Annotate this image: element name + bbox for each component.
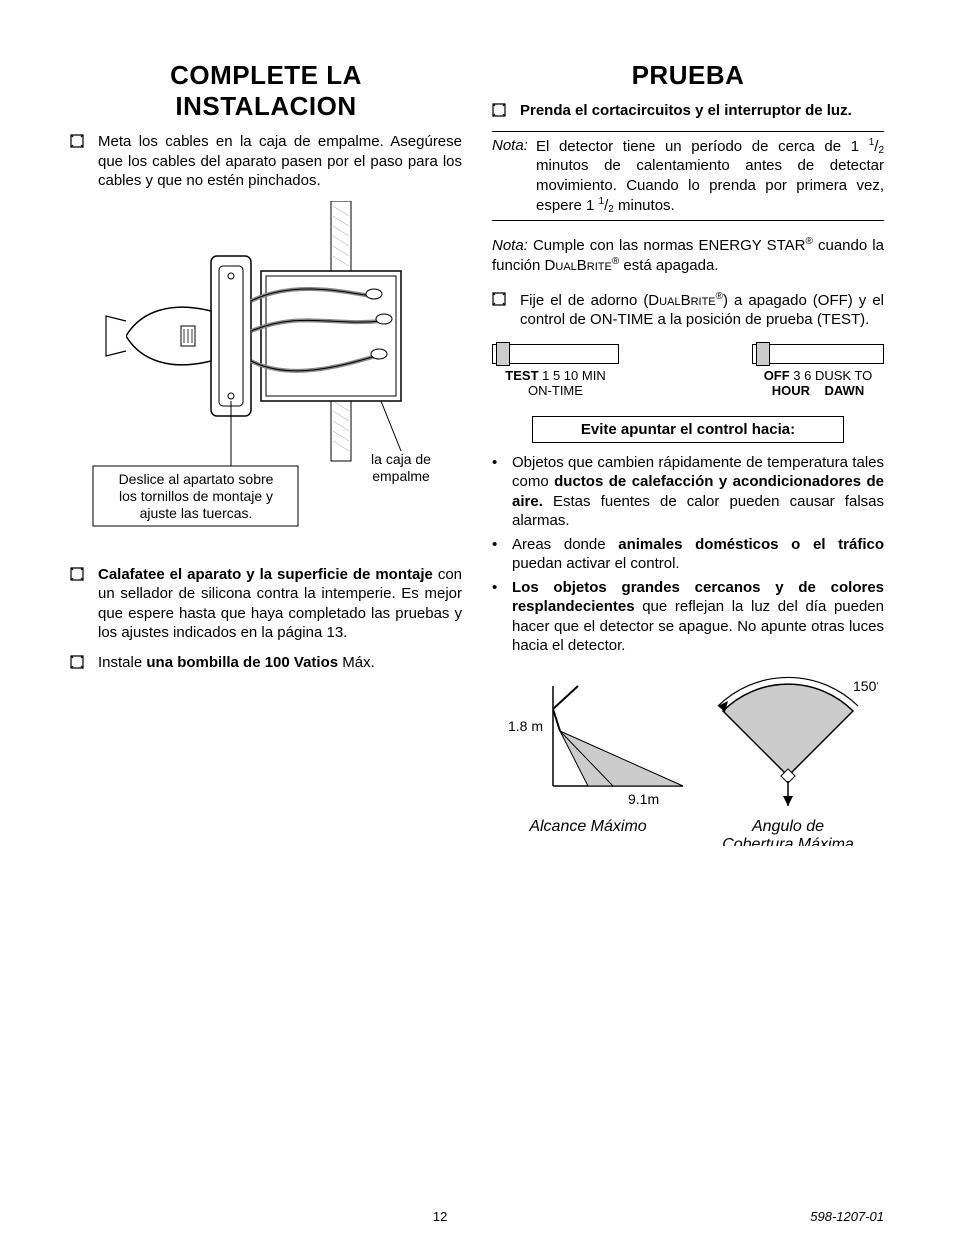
avoid-heading: Evite apuntar el control hacia: (532, 416, 844, 443)
dial-on-time: TEST 1 5 10 MIN ON-TIME (492, 344, 619, 398)
page-number: 12 (433, 1209, 447, 1224)
bullet-icon: • (492, 535, 504, 574)
fig-left-l3: ajuste las tuercas. (140, 505, 253, 521)
checkbox-icon (492, 103, 510, 121)
range-h-label: 1.8 m (508, 718, 543, 734)
l2-bold: Calafatee el aparato y la superficie de … (98, 566, 433, 583)
cap-right-l1: Angulo de (751, 818, 824, 835)
left-check-1: Meta los cables en la caja de empalme. A… (70, 132, 462, 191)
checkbox-icon (70, 655, 88, 673)
coverage-figure: 1.8 m 9.1m Alcance Máximo 150° Angulo de (492, 676, 884, 850)
right-check-1: Prenda el cortacircuitos y el interrupto… (492, 101, 884, 121)
note-2: Nota: Cumple con las normas ENERGY STAR®… (492, 235, 884, 276)
fig-left-l2: los tornillos de montaje y (119, 488, 273, 504)
l3-pre: Instale (98, 654, 146, 671)
bullet-icon: • (492, 453, 504, 531)
fig-right-l2: empalme (372, 468, 430, 484)
angle-label: 150° (853, 678, 878, 694)
bullet-1: • Objetos que cambien rápidamente de tem… (492, 453, 884, 531)
dial-row: TEST 1 5 10 MIN ON-TIME OFF 3 6 DUSK TO … (492, 344, 884, 398)
fig-left-l1: Deslice al apartato sobre (119, 471, 274, 487)
left-title-l2: INSTALACION (175, 91, 356, 121)
note1-body: El detector tiene un período de cerca de… (536, 136, 884, 216)
checkbox-icon (70, 134, 88, 191)
left-check-3: Instale una bombilla de 100 Vatios Máx. (70, 653, 462, 673)
bullet-2: • Areas donde animales domésticos o el t… (492, 535, 884, 574)
l3-post: Máx. (338, 654, 375, 671)
doc-number: 598-1207-01 (810, 1209, 884, 1224)
left-check-2-text: Calafatee el aparato y la superficie de … (98, 565, 462, 643)
bullet-icon: • (492, 578, 504, 656)
fig-right-l1: la caja de (371, 451, 431, 467)
dial-dualbrite: OFF 3 6 DUSK TO HOUR DAWN (752, 344, 884, 398)
left-check-2: Calafatee el aparato y la superficie de … (70, 565, 462, 643)
right-title: PRUEBA (492, 60, 884, 91)
bullet-3: • Los objetos grandes cercanos y de colo… (492, 578, 884, 656)
right-check-2: Fije el de adorno (DualBrite®) a apagado… (492, 290, 884, 330)
checkbox-icon (492, 292, 510, 330)
note-1: Nota: El detector tiene un período de ce… (492, 131, 884, 221)
checkbox-icon (70, 567, 88, 643)
cap-right-l2: Cobertura Máxima (722, 836, 854, 846)
right-check-1-text: Prenda el cortacircuitos y el interrupto… (520, 101, 852, 121)
left-title: COMPLETE LA INSTALACION (70, 60, 462, 122)
page-footer: 12 598-1207-01 (70, 1209, 884, 1224)
note1-label: Nota: (492, 136, 536, 216)
junction-box-figure: Deslice al apartato sobre los tornillos … (70, 201, 462, 545)
left-check-1-text: Meta los cables en la caja de empalme. A… (98, 132, 462, 191)
left-title-l1: COMPLETE LA (170, 60, 362, 90)
left-check-3-text: Instale una bombilla de 100 Vatios Máx. (98, 653, 375, 673)
l3-bold: una bombilla de 100 Vatios (146, 654, 338, 671)
cap-left: Alcance Máximo (528, 818, 646, 835)
range-w-label: 9.1m (628, 791, 659, 807)
right-check-2-text: Fije el de adorno (DualBrite®) a apagado… (520, 290, 884, 330)
note2-label: Nota: (492, 237, 528, 254)
